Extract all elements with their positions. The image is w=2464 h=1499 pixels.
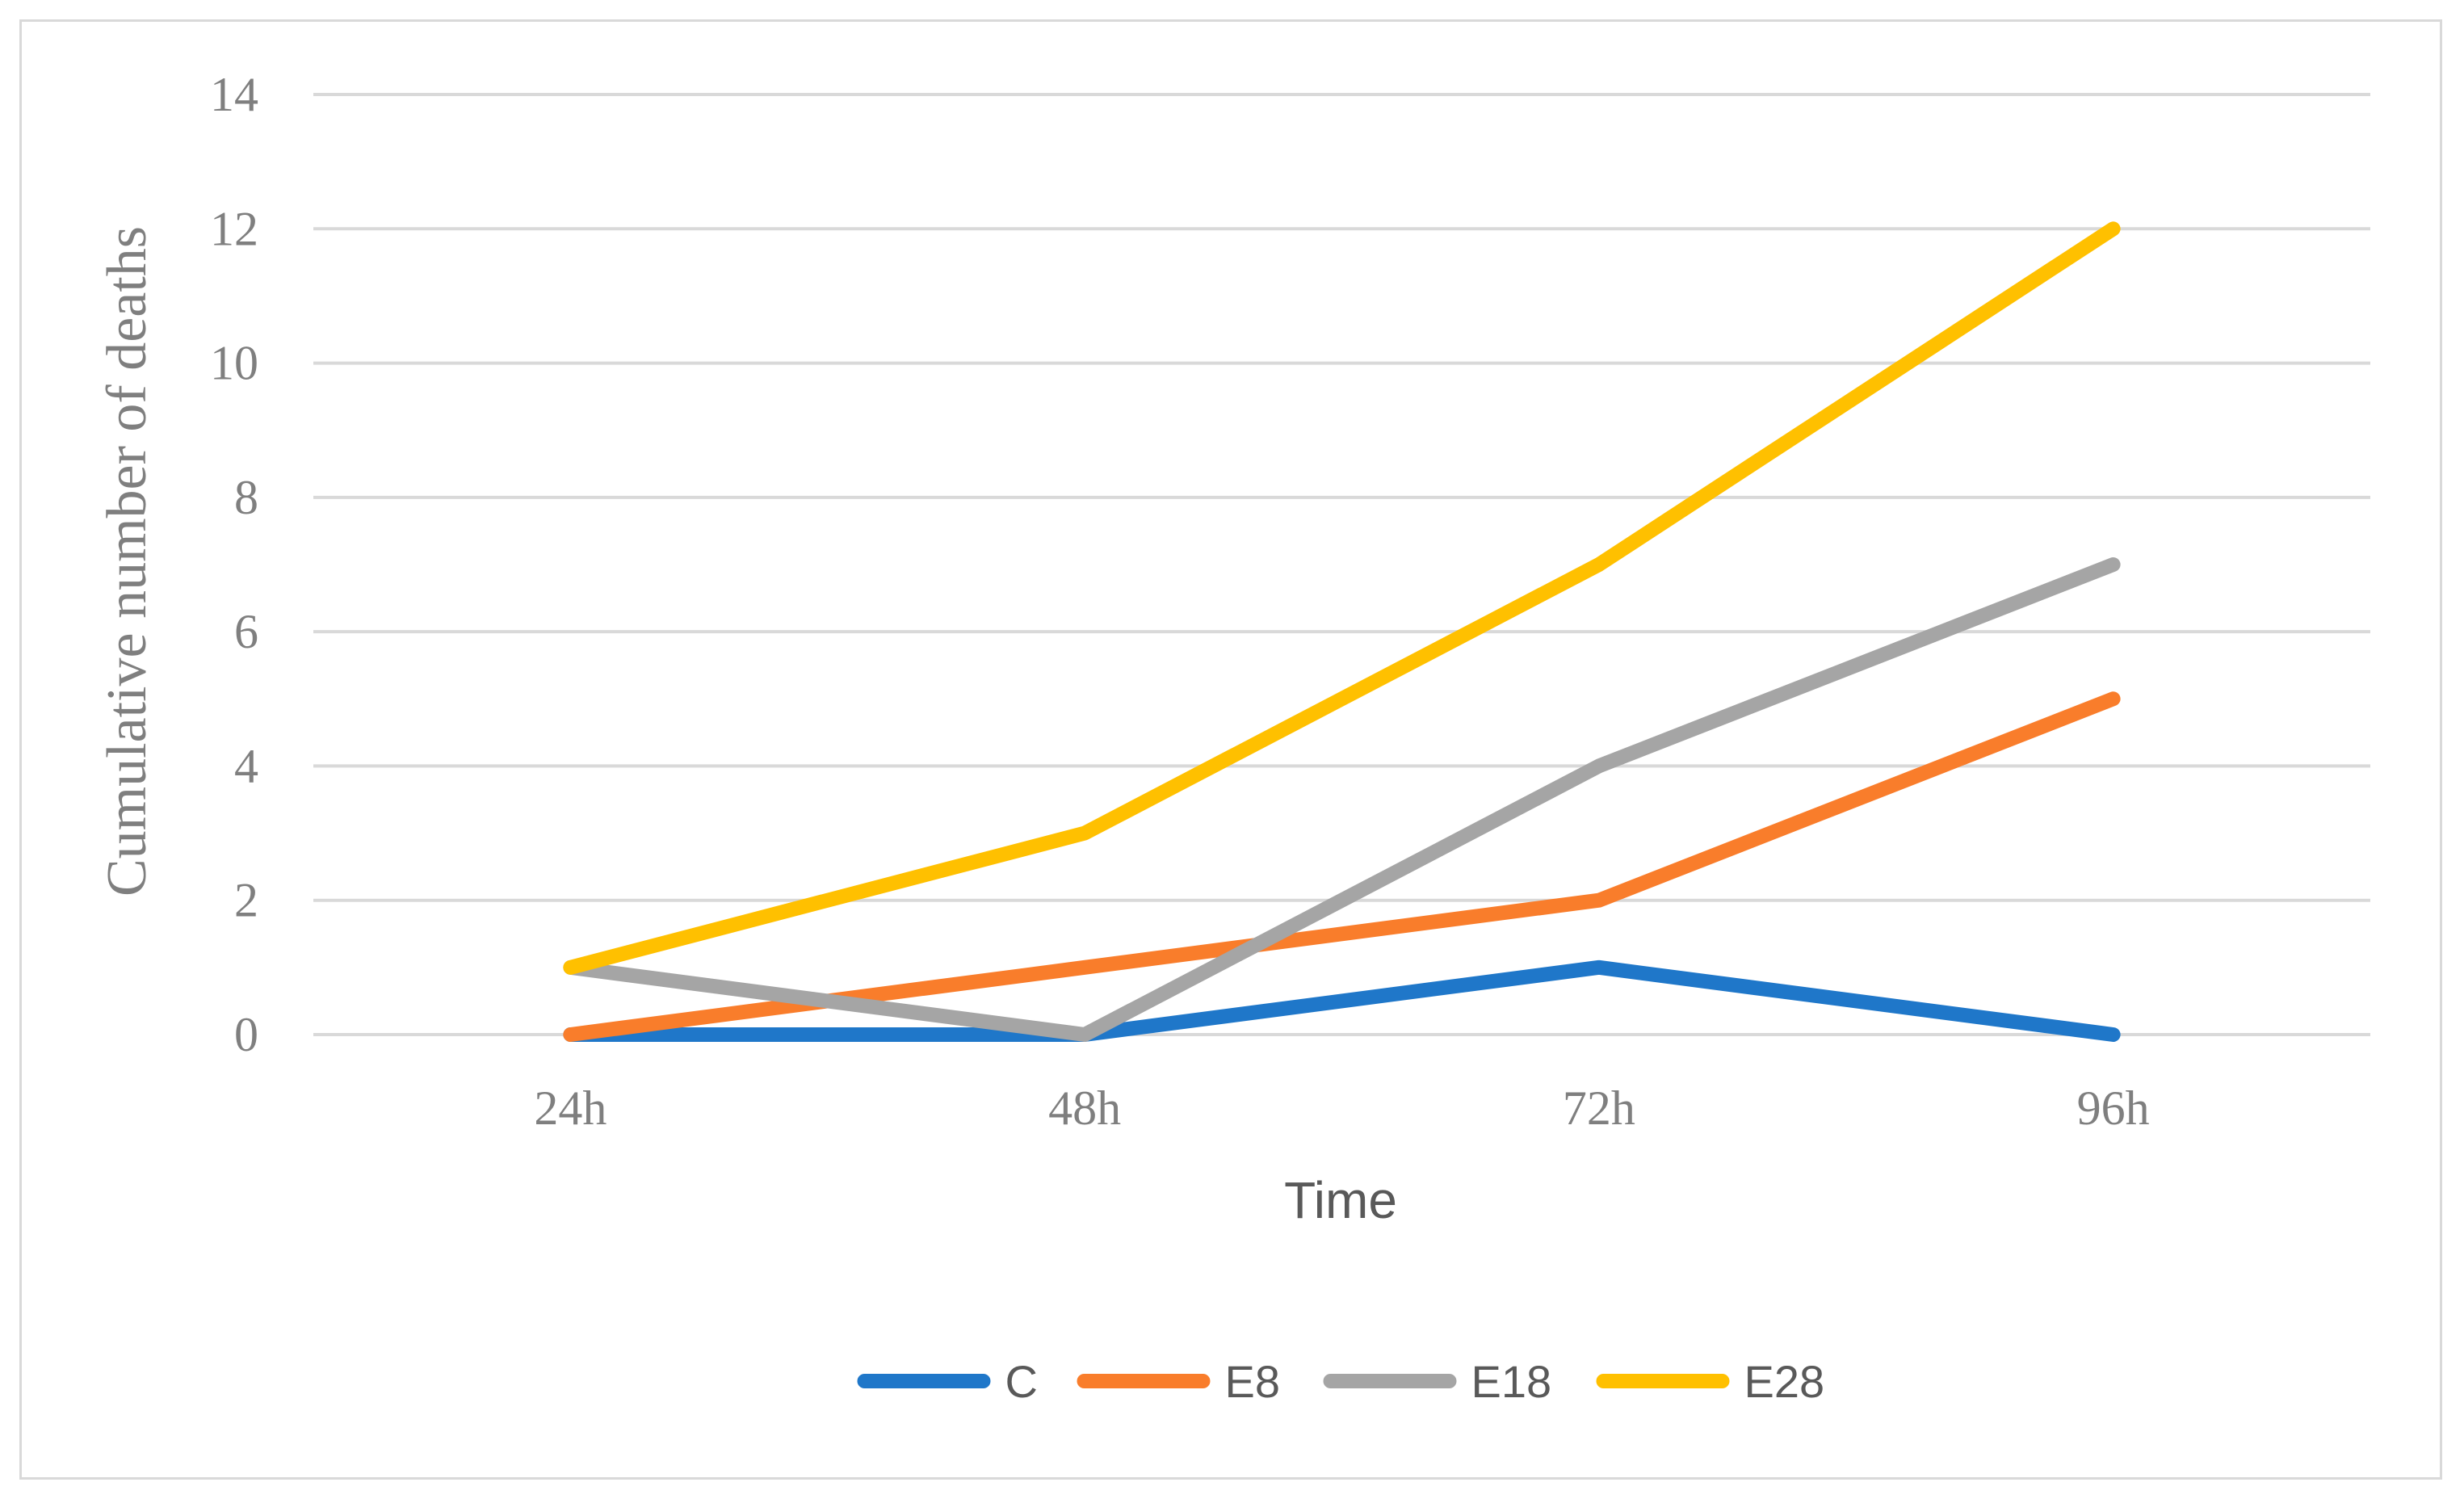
y-tick-label: 14 <box>210 68 258 121</box>
x-axis-title: Time <box>1284 1171 1397 1229</box>
series-line-e28 <box>563 221 2121 975</box>
x-tick-label: 96h <box>2077 1081 2150 1135</box>
y-tick-label: 2 <box>234 874 258 927</box>
legend-item-c: C <box>857 1356 1038 1407</box>
legend-item-e8: E8 <box>1077 1356 1281 1407</box>
series-lines <box>563 221 2121 1042</box>
series-line-c <box>563 959 2121 1042</box>
y-axis-title: Cumulative number of deaths <box>96 226 158 896</box>
x-tick-label: 24h <box>534 1081 607 1135</box>
x-tick-label: 48h <box>1048 1081 1121 1135</box>
y-tick-label: 6 <box>234 605 258 658</box>
legend-label: E8 <box>1225 1356 1281 1407</box>
y-tick-label: 8 <box>234 471 258 524</box>
y-tick-label: 10 <box>210 337 258 390</box>
legend-item-e28: E28 <box>1596 1356 1825 1407</box>
legend-label: E28 <box>1744 1356 1825 1407</box>
y-axis-tick-labels: 0 2 4 6 8 10 12 14 <box>210 68 258 1061</box>
y-tick-label: 4 <box>234 739 258 792</box>
legend-label: E18 <box>1471 1356 1552 1407</box>
x-axis-tick-labels: 24h 48h 72h 96h <box>534 1081 2149 1135</box>
y-tick-label: 12 <box>210 202 258 255</box>
series-line-e8 <box>563 691 2121 1042</box>
legend-item-e18: E18 <box>1323 1356 1552 1407</box>
y-tick-label: 0 <box>234 1008 258 1061</box>
legend-label: C <box>1005 1356 1038 1407</box>
x-tick-label: 72h <box>1563 1081 1635 1135</box>
legend: C E8 E18 E28 <box>857 1356 1825 1407</box>
series-line-e18 <box>563 557 2121 1042</box>
